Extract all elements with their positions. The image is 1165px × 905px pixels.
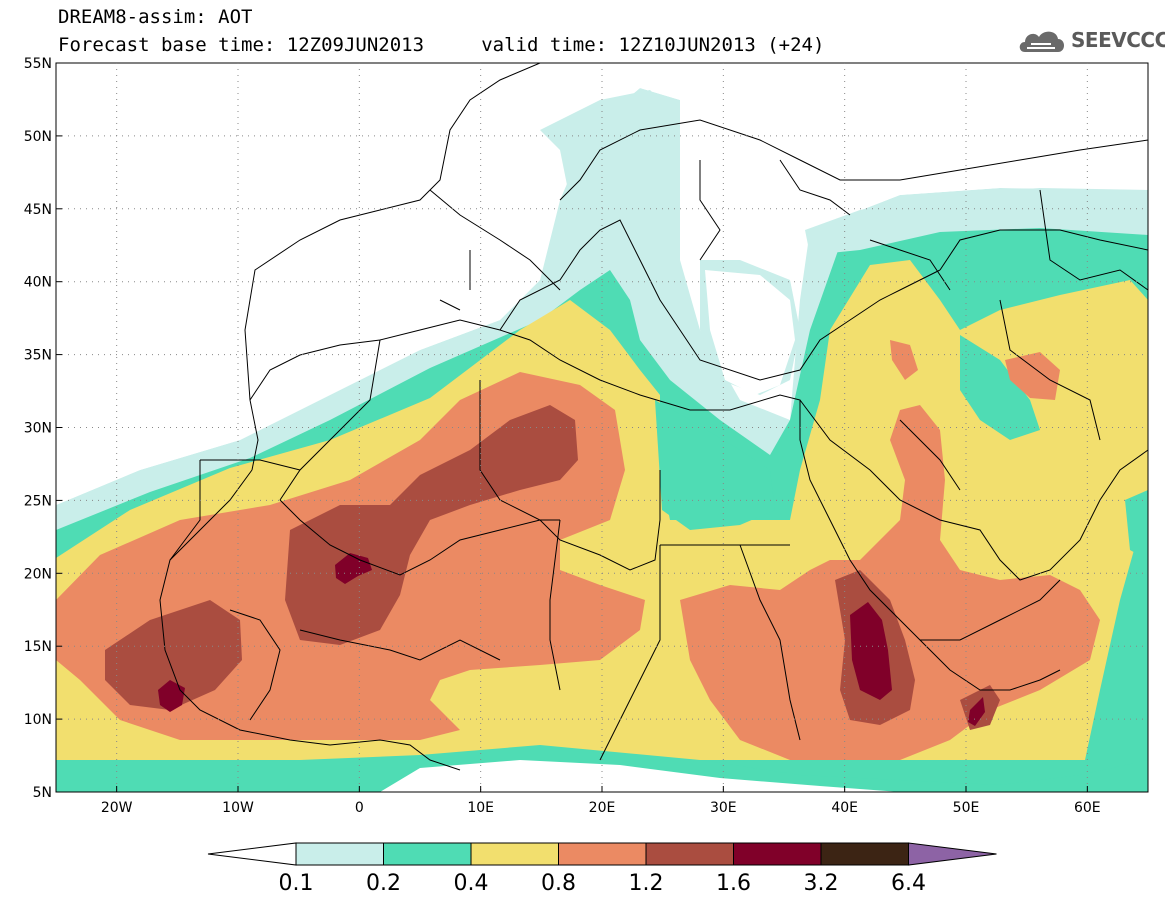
map-title: DREAM8-assim: AOT (58, 6, 253, 28)
colorbar-label: 3.2 (804, 871, 839, 896)
colorbar-label: 1.2 (629, 871, 664, 896)
colorbar-label: 0.2 (366, 871, 401, 896)
cloud-icon (1019, 31, 1064, 52)
colorbar-label: 0.1 (279, 871, 314, 896)
lat-tick-label: 30N (24, 421, 52, 437)
lat-tick-label: 55N (24, 56, 52, 72)
colorbar-swatch (470, 842, 559, 866)
lat-tick-label: 45N (24, 202, 52, 218)
lon-tick-label: 60E (1074, 800, 1101, 816)
lat-tick-label: 20N (24, 566, 52, 582)
lon-tick-label: 50E (953, 800, 980, 816)
colorbar-right-arrow (908, 842, 997, 866)
colorbar-label: 0.4 (454, 871, 489, 896)
lat-tick-label: 10N (24, 712, 52, 728)
colorbar-label: 6.4 (891, 871, 926, 896)
logo-text: SEEVCCC (1071, 28, 1165, 52)
lat-tick-label: 50N (24, 129, 52, 145)
lon-tick-label: 20E (589, 800, 616, 816)
colorbar-label: 0.8 (541, 871, 576, 896)
colorbar-left-arrow (207, 842, 297, 866)
lon-tick-label: 20W (101, 800, 133, 816)
lat-tick-label: 25N (24, 493, 52, 509)
lon-tick-label: 10W (222, 800, 254, 816)
colorbar-swatch (295, 842, 384, 866)
colorbar-swatch (820, 842, 909, 866)
lat-tick-label: 35N (24, 348, 52, 364)
map-subtitle: Forecast base time: 12Z09JUN2013 valid t… (58, 34, 825, 56)
colorbar-swatch (558, 842, 647, 866)
seevccc-logo: SEEVCCC (1017, 24, 1165, 56)
colorbar-swatch (733, 842, 822, 866)
axis-ticks: 5N 10N 15N 20N 25N 30N 35N 40N 45N 50N 55N 20W 10W 0 1… (24, 56, 1101, 816)
lon-tick-label: 30E (710, 800, 737, 816)
colorbar-swatch (645, 842, 734, 866)
lat-tick-label: 15N (24, 639, 52, 655)
lon-tick-label: 10E (467, 800, 494, 816)
lat-tick-label: 40N (24, 275, 52, 291)
lon-tick-label: 0 (355, 800, 364, 816)
aot-contour-1.2 (285, 405, 578, 645)
colorbar-swatch (383, 842, 472, 866)
lat-tick-label: 5N (33, 785, 52, 801)
colorbar: 0.1 0.2 0.4 0.8 1.2 1.6 3.2 6.4 (207, 842, 997, 896)
graticule (56, 63, 1148, 792)
colorbar-label: 1.6 (716, 871, 751, 896)
lon-tick-label: 40E (831, 800, 858, 816)
